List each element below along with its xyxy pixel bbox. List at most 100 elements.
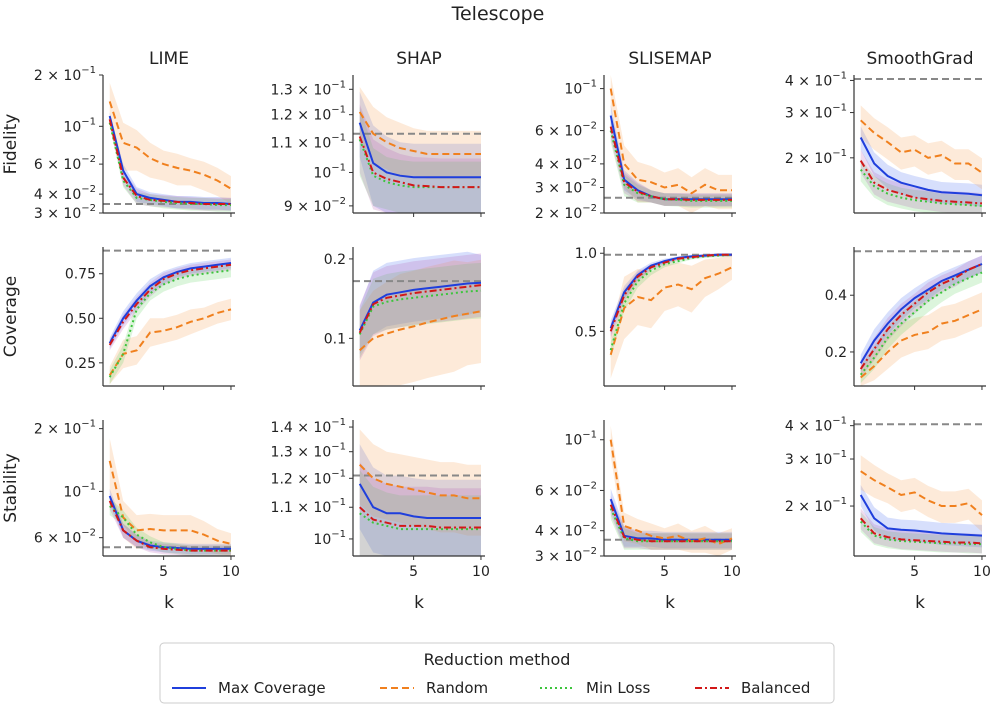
x-tick-label: 10: [723, 564, 741, 580]
x-tick-label: 5: [409, 564, 418, 580]
series-line-min-loss: [859, 271, 983, 376]
series-line-max-coverage: [358, 483, 481, 519]
band-min-loss: [359, 262, 481, 359]
band-max-coverage: [860, 484, 982, 548]
band-max-coverage: [860, 255, 982, 372]
series-line-balanced: [859, 517, 983, 545]
series-line-max-coverage: [108, 262, 232, 344]
panel-fidelity-lime: 2 × 10−1 10−1 6 × 10−2 4 × 10−23 × 10−2: [34, 65, 235, 222]
band-balanced: [860, 255, 982, 378]
x-tick-label: 10: [973, 564, 991, 580]
band-min-loss: [860, 158, 982, 213]
y-tick-label: 1.1 × 10−1: [271, 497, 346, 516]
band-balanced: [109, 115, 231, 211]
panel-coverage-slisemap: 1.0 0.5: [575, 246, 736, 390]
band-balanced: [860, 508, 982, 554]
legend-title: Reduction method: [424, 650, 571, 669]
panel-stability-slisemap: 10−1 6 × 10−2 4 × 10−2 3 × 10−2 5 10 k: [535, 420, 741, 613]
y-tick-label: 10−1: [63, 481, 96, 500]
y-tick-label: 0.2: [324, 252, 346, 268]
panel-coverage-smoothgrad: 0.4 0.2: [825, 247, 986, 390]
x-axis-label: k: [665, 593, 675, 613]
y-tick-label: 3 × 10−2: [34, 203, 96, 222]
x-tick-label: 5: [910, 564, 919, 580]
series-line-balanced: [358, 284, 482, 334]
x-tick-label: 10: [472, 564, 490, 580]
series-line-min-loss: [859, 520, 982, 546]
series-line-max-coverage: [859, 494, 983, 537]
series-line-random: [108, 101, 232, 190]
y-tick-label: 0.50: [65, 311, 96, 327]
band-min-loss: [860, 262, 982, 384]
y-tick-label: 1.1 × 10−1: [271, 132, 346, 151]
y-tick-label: 1.4 × 10−1: [271, 417, 346, 436]
series-line-balanced: [859, 160, 983, 205]
series-line-random: [358, 111, 481, 155]
band-balanced: [109, 493, 231, 556]
series-line-max-coverage: [358, 281, 482, 331]
row-label-stability: Stability: [1, 453, 21, 523]
band-random: [610, 425, 732, 556]
series-line-max-coverage: [859, 137, 983, 197]
band-min-loss: [610, 253, 732, 358]
band-min-loss: [610, 499, 732, 550]
series-line-min-loss: [108, 122, 231, 207]
band-max-coverage: [610, 104, 732, 206]
band-random: [860, 292, 982, 386]
series-line-max-coverage: [358, 122, 481, 179]
y-tick-label: 4 × 10−2: [34, 184, 96, 203]
y-tick-label: 1.2 × 10−1: [271, 468, 346, 487]
series-line-random: [860, 308, 983, 379]
y-tick-label: 0.2: [825, 345, 847, 361]
series-line-random: [358, 463, 481, 500]
y-tick-label: 6 × 10−2: [34, 154, 96, 173]
band-random: [860, 105, 982, 190]
legend-label-balanced: Balanced: [741, 679, 810, 697]
y-tick-label: 2 × 10−2: [535, 203, 597, 222]
y-tick-label: 1.2 × 10−1: [271, 105, 346, 124]
column-title-slisemap: SLISEMAP: [628, 49, 711, 69]
legend-label-max-coverage: Max Coverage: [218, 679, 326, 697]
legend-label-random: Random: [426, 679, 488, 697]
y-tick-label: 10−1: [564, 79, 597, 98]
panel-coverage-shap: 0.2 0.1: [324, 247, 485, 390]
series-line-random: [108, 308, 232, 376]
panel-fidelity-shap: 1.3 × 10−1 1.2 × 10−1 1.1 × 10−1 10−1 9 × 10…: [271, 75, 485, 217]
y-tick-label: 3 × 10−1: [785, 449, 847, 468]
panel-stability-lime: 2 × 10−1 10−1 6 × 10−2 5 10 k: [34, 419, 240, 613]
series-line-random: [108, 460, 232, 545]
series-line-random: [860, 119, 983, 174]
x-tick-label: 10: [222, 564, 240, 580]
series-line-random: [609, 266, 733, 356]
band-max-coverage: [109, 112, 231, 211]
y-tick-label: 2 × 10−1: [34, 65, 96, 84]
y-tick-label: 4 × 10−2: [535, 521, 597, 540]
series-line-balanced: [108, 500, 231, 552]
panel-fidelity-smoothgrad: 4 × 10−1 3 × 10−1 2 × 10−1: [785, 70, 986, 217]
band-random: [359, 429, 481, 536]
y-tick-label: 1.0: [575, 246, 597, 262]
band-random: [860, 455, 982, 532]
y-tick-label: 3 × 10−2: [535, 178, 597, 197]
x-axis-label: k: [915, 593, 925, 613]
panel-stability-shap: 1.4 × 10−1 1.3 × 10−1 1.2 × 10−1 1.1 × 10−1…: [271, 417, 490, 613]
band-max-coverage: [359, 91, 481, 213]
band-min-loss: [109, 263, 231, 385]
x-tick-label: 5: [660, 564, 669, 580]
y-tick-label: 2 × 10−1: [34, 419, 96, 438]
band-random: [109, 438, 231, 556]
y-tick-label: 10−1: [564, 430, 597, 449]
y-tick-label: 2 × 10−1: [785, 496, 847, 515]
figure-title: Telescope: [451, 3, 545, 25]
x-axis-label: k: [164, 593, 174, 613]
series-line-balanced: [609, 504, 732, 543]
band-max-coverage: [860, 126, 982, 207]
y-tick-label: 4 × 10−1: [785, 70, 847, 89]
band-max-coverage: [610, 488, 732, 549]
legend-label-min-loss: Min Loss: [586, 679, 650, 697]
series-line-balanced: [359, 506, 481, 529]
y-tick-label: 10−1: [313, 529, 346, 548]
series-line-min-loss: [358, 139, 481, 189]
y-tick-label: 0.75: [65, 267, 96, 283]
